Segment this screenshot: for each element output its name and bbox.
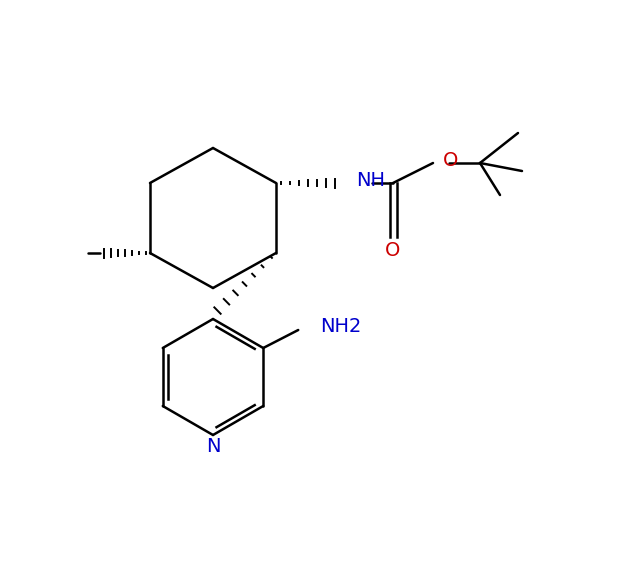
Text: NH2: NH2 <box>320 317 362 336</box>
Text: O: O <box>443 150 458 169</box>
Text: N: N <box>206 438 220 457</box>
Text: O: O <box>385 241 401 260</box>
Text: NH: NH <box>356 172 385 191</box>
